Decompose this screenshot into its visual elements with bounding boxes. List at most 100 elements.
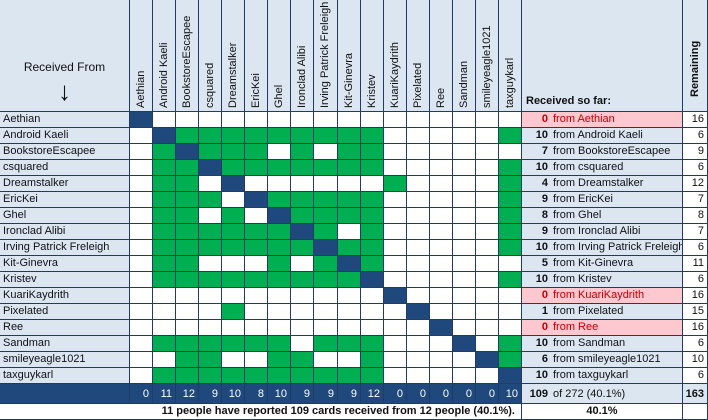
- empty-cell[interactable]: [338, 176, 361, 192]
- empty-cell[interactable]: [407, 160, 430, 176]
- received-cell[interactable]: [153, 192, 176, 208]
- received-cell[interactable]: [499, 272, 522, 288]
- received-cell[interactable]: [499, 224, 522, 240]
- received-cell[interactable]: [176, 240, 199, 256]
- empty-cell[interactable]: [430, 256, 453, 272]
- empty-cell[interactable]: [222, 112, 245, 128]
- received-cell[interactable]: [153, 240, 176, 256]
- empty-cell[interactable]: [222, 352, 245, 368]
- empty-cell[interactable]: [245, 112, 268, 128]
- empty-cell[interactable]: [384, 352, 407, 368]
- received-cell[interactable]: [268, 336, 291, 352]
- empty-cell[interactable]: [407, 320, 430, 336]
- empty-cell[interactable]: [407, 368, 430, 384]
- received-cell[interactable]: [361, 208, 384, 224]
- received-cell[interactable]: [222, 272, 245, 288]
- received-cell[interactable]: [176, 208, 199, 224]
- received-cell[interactable]: [153, 272, 176, 288]
- empty-cell[interactable]: [453, 112, 476, 128]
- received-cell[interactable]: [314, 224, 338, 240]
- empty-cell[interactable]: [199, 112, 222, 128]
- received-cell[interactable]: [499, 208, 522, 224]
- received-cell[interactable]: [338, 272, 361, 288]
- empty-cell[interactable]: [291, 320, 314, 336]
- received-cell[interactable]: [499, 240, 522, 256]
- empty-cell[interactable]: [130, 144, 153, 160]
- empty-cell[interactable]: [384, 144, 407, 160]
- received-cell[interactable]: [199, 272, 222, 288]
- received-cell[interactable]: [222, 144, 245, 160]
- empty-cell[interactable]: [153, 304, 176, 320]
- diagonal-cell[interactable]: [153, 128, 176, 144]
- empty-cell[interactable]: [245, 176, 268, 192]
- diagonal-cell[interactable]: [499, 368, 522, 384]
- received-cell[interactable]: [314, 256, 338, 272]
- empty-cell[interactable]: [338, 224, 361, 240]
- received-cell[interactable]: [361, 336, 384, 352]
- received-cell[interactable]: [153, 144, 176, 160]
- empty-cell[interactable]: [361, 304, 384, 320]
- empty-cell[interactable]: [499, 320, 522, 336]
- received-cell[interactable]: [499, 336, 522, 352]
- empty-cell[interactable]: [222, 256, 245, 272]
- empty-cell[interactable]: [338, 288, 361, 304]
- empty-cell[interactable]: [476, 208, 499, 224]
- empty-cell[interactable]: [407, 144, 430, 160]
- empty-cell[interactable]: [499, 288, 522, 304]
- received-cell[interactable]: [199, 336, 222, 352]
- received-cell[interactable]: [268, 368, 291, 384]
- empty-cell[interactable]: [268, 112, 291, 128]
- empty-cell[interactable]: [430, 128, 453, 144]
- received-cell[interactable]: [291, 192, 314, 208]
- received-cell[interactable]: [153, 208, 176, 224]
- empty-cell[interactable]: [130, 160, 153, 176]
- empty-cell[interactable]: [430, 144, 453, 160]
- empty-cell[interactable]: [268, 176, 291, 192]
- empty-cell[interactable]: [268, 320, 291, 336]
- received-cell[interactable]: [384, 176, 407, 192]
- empty-cell[interactable]: [314, 320, 338, 336]
- received-cell[interactable]: [314, 208, 338, 224]
- received-cell[interactable]: [291, 128, 314, 144]
- empty-cell[interactable]: [291, 256, 314, 272]
- empty-cell[interactable]: [453, 128, 476, 144]
- received-cell[interactable]: [338, 128, 361, 144]
- received-cell[interactable]: [199, 352, 222, 368]
- empty-cell[interactable]: [314, 304, 338, 320]
- empty-cell[interactable]: [291, 288, 314, 304]
- received-cell[interactable]: [268, 192, 291, 208]
- received-cell[interactable]: [314, 368, 338, 384]
- received-cell[interactable]: [222, 160, 245, 176]
- received-cell[interactable]: [361, 192, 384, 208]
- empty-cell[interactable]: [453, 240, 476, 256]
- received-cell[interactable]: [338, 144, 361, 160]
- empty-cell[interactable]: [476, 304, 499, 320]
- empty-cell[interactable]: [453, 352, 476, 368]
- empty-cell[interactable]: [130, 352, 153, 368]
- received-cell[interactable]: [268, 256, 291, 272]
- empty-cell[interactable]: [384, 368, 407, 384]
- received-cell[interactable]: [338, 208, 361, 224]
- empty-cell[interactable]: [153, 288, 176, 304]
- received-cell[interactable]: [245, 272, 268, 288]
- empty-cell[interactable]: [499, 144, 522, 160]
- received-cell[interactable]: [268, 352, 291, 368]
- received-cell[interactable]: [176, 256, 199, 272]
- empty-cell[interactable]: [130, 272, 153, 288]
- empty-cell[interactable]: [176, 112, 199, 128]
- empty-cell[interactable]: [453, 192, 476, 208]
- empty-cell[interactable]: [407, 128, 430, 144]
- empty-cell[interactable]: [453, 160, 476, 176]
- empty-cell[interactable]: [430, 160, 453, 176]
- received-cell[interactable]: [199, 224, 222, 240]
- empty-cell[interactable]: [453, 144, 476, 160]
- empty-cell[interactable]: [338, 112, 361, 128]
- received-cell[interactable]: [291, 208, 314, 224]
- received-cell[interactable]: [153, 336, 176, 352]
- received-cell[interactable]: [245, 128, 268, 144]
- empty-cell[interactable]: [384, 304, 407, 320]
- empty-cell[interactable]: [499, 256, 522, 272]
- empty-cell[interactable]: [476, 192, 499, 208]
- empty-cell[interactable]: [407, 176, 430, 192]
- empty-cell[interactable]: [199, 256, 222, 272]
